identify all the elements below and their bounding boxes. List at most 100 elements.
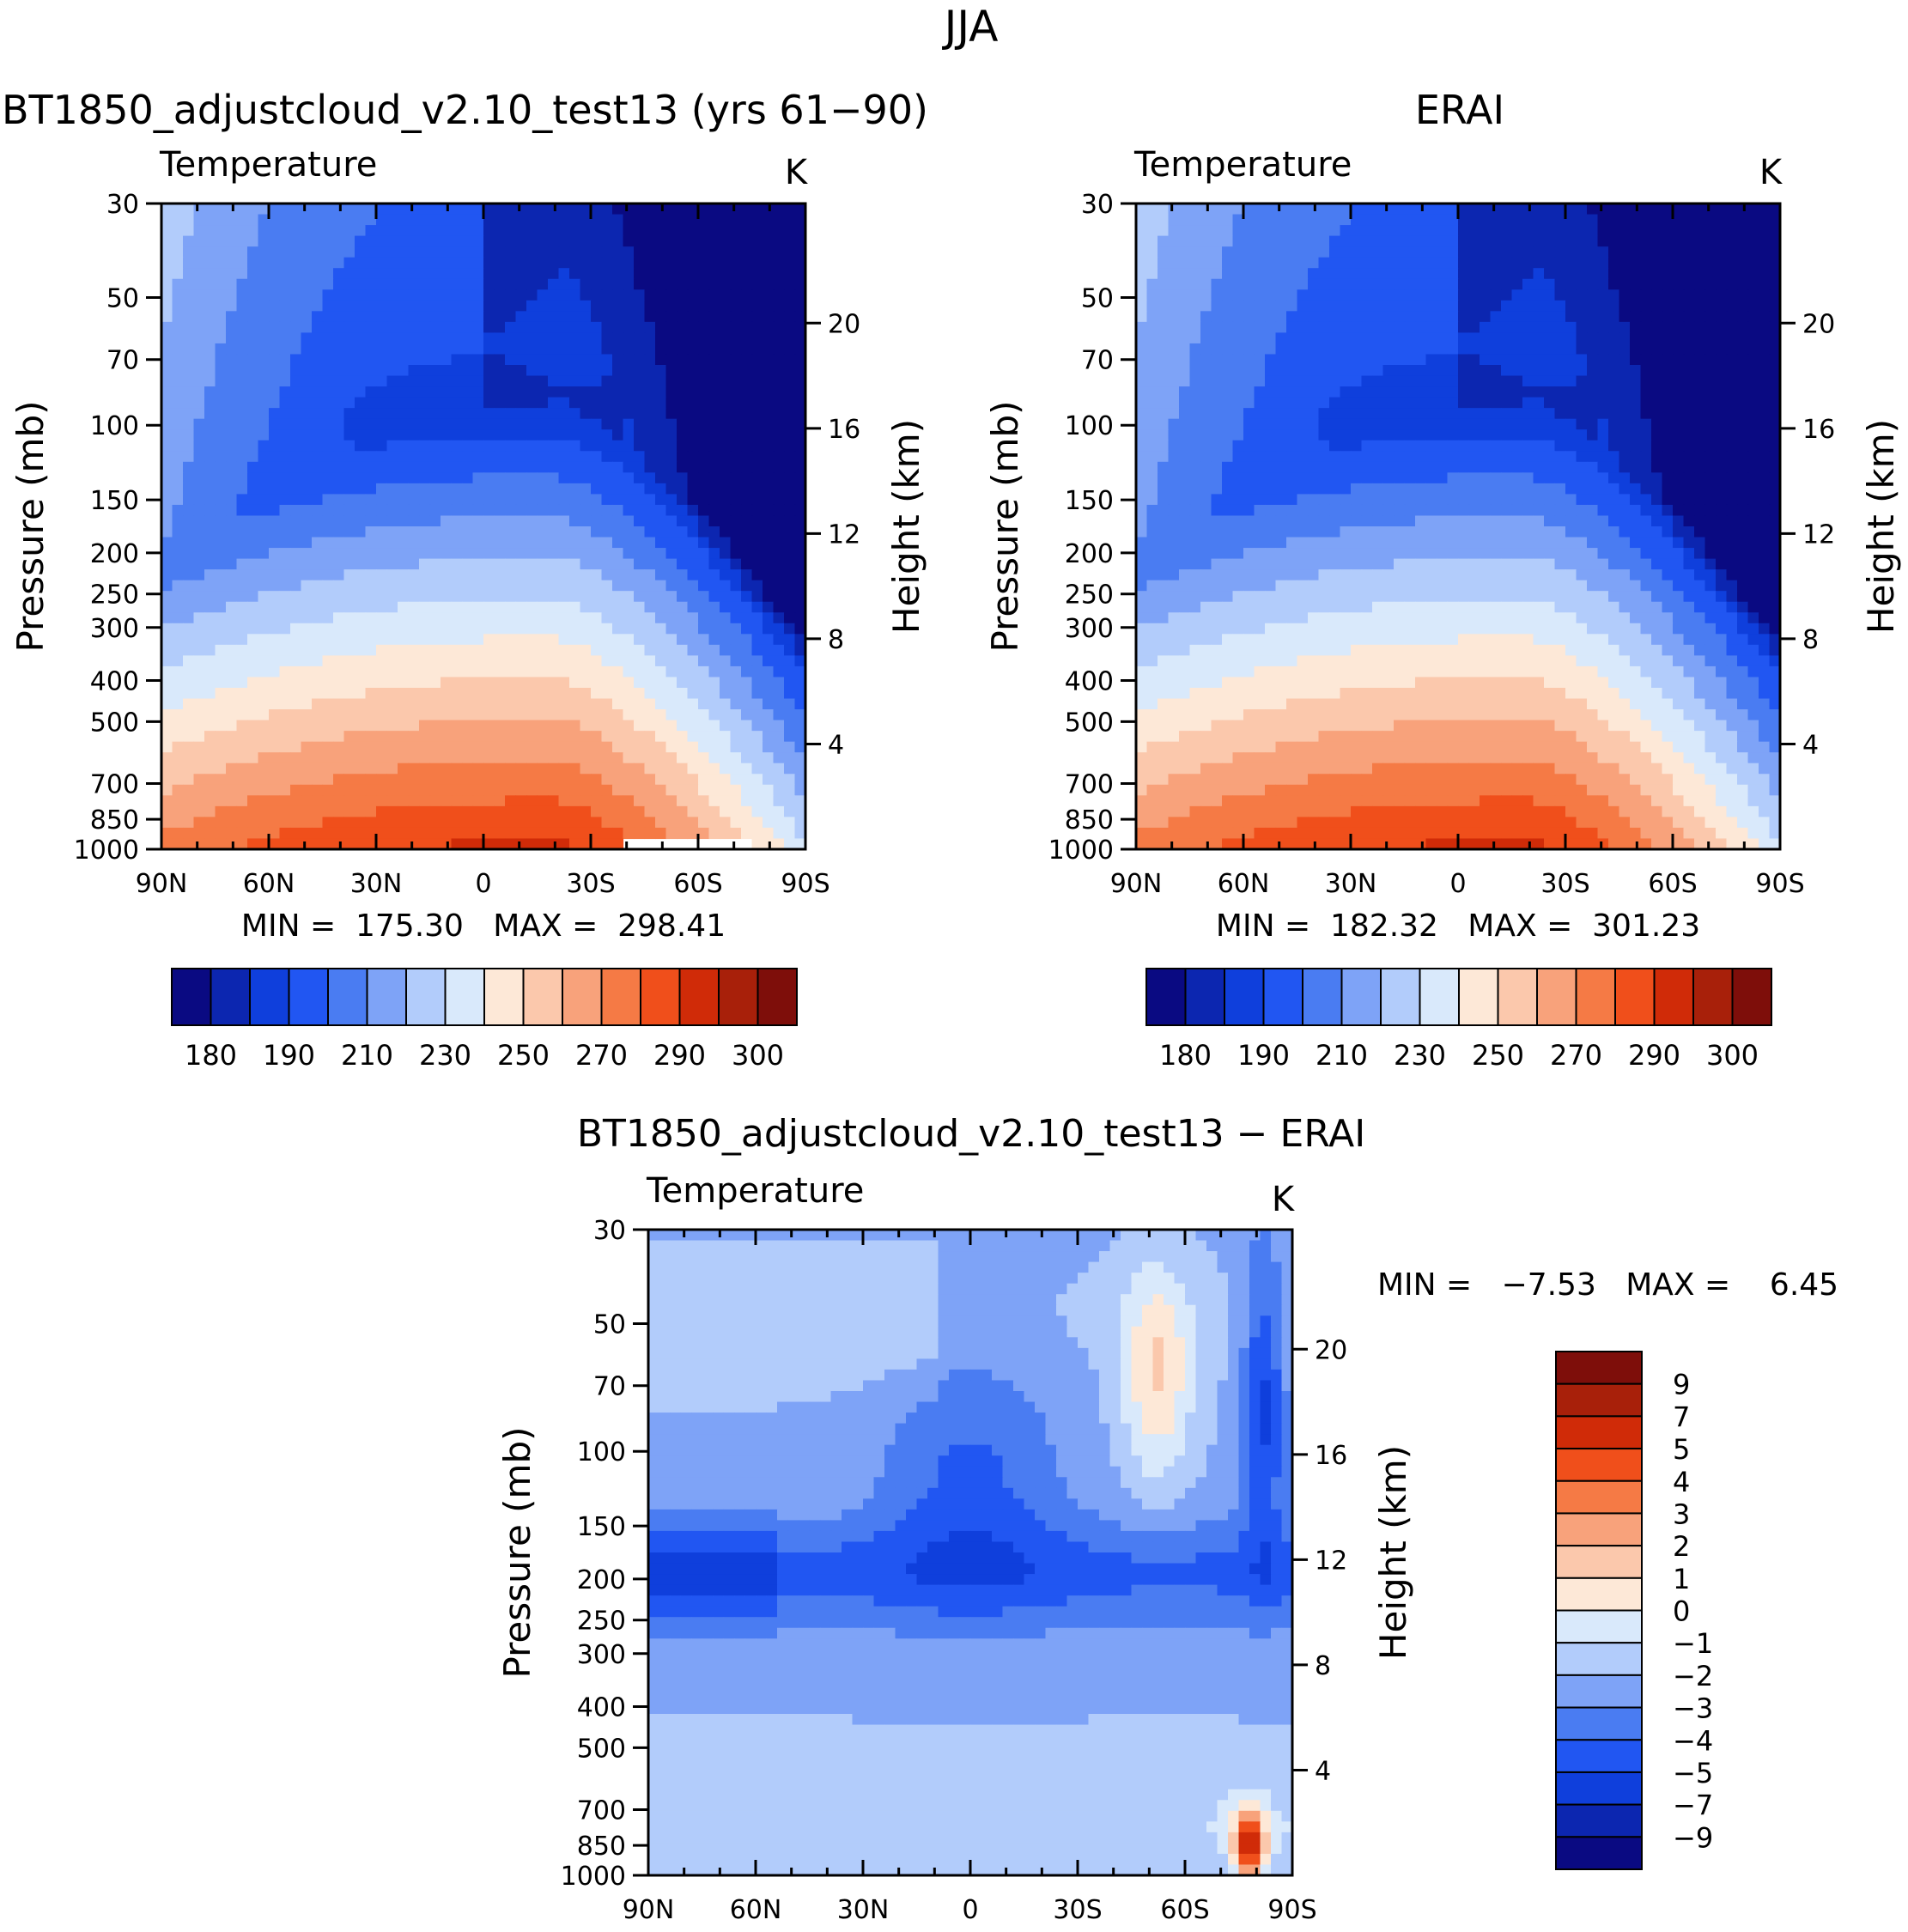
contour-cell: [183, 321, 195, 333]
contour-cell: [355, 354, 367, 366]
contour-cell: [247, 504, 259, 517]
contour-cell: [730, 558, 742, 570]
contour-cell: [312, 204, 324, 216]
contour-cell: [1168, 214, 1180, 226]
contour-cell: [558, 655, 570, 667]
contour-cell: [741, 214, 753, 226]
contour-cell: [472, 548, 484, 560]
contour-cell: [741, 741, 753, 753]
contour-cell: [644, 214, 656, 226]
contour-cell: [1468, 278, 1480, 290]
contour-cell: [279, 429, 291, 441]
contour-cell: [1179, 235, 1191, 247]
contour-cell: [193, 526, 205, 538]
contour-cell: [386, 440, 398, 452]
contour-cell: [398, 204, 410, 216]
contour-cell: [1189, 214, 1201, 226]
contour-cell: [720, 386, 732, 398]
contour-cell: [236, 720, 248, 732]
contour-cell: [1318, 408, 1330, 420]
contour-cell: [215, 321, 227, 333]
contour-cell: [1716, 408, 1728, 420]
contour-cell: [655, 580, 667, 592]
contour-cell: [301, 623, 313, 635]
contour-cell: [343, 795, 355, 807]
contour-cell: [1501, 278, 1513, 290]
contour-cell: [419, 688, 431, 700]
contour-cell: [279, 375, 291, 387]
contour-cell: [204, 246, 216, 258]
contour-cell: [258, 321, 270, 333]
contour-cell: [386, 838, 398, 849]
contour-cell: [451, 289, 463, 301]
contour-cell: [526, 720, 538, 732]
contour-cell: [226, 268, 238, 280]
contour-cell: [1480, 257, 1492, 269]
contour-cell: [623, 795, 635, 807]
contour-cell: [1565, 225, 1577, 237]
contour-cell: [1737, 214, 1749, 226]
contour-cell: [1394, 386, 1406, 398]
contour-cell: [1458, 214, 1470, 226]
contour-cell: [483, 418, 495, 430]
contour-cell: [1382, 204, 1395, 216]
contour-cell: [408, 204, 420, 216]
contour-cell: [236, 838, 248, 849]
contour-cell: [376, 817, 388, 829]
contour-cell: [591, 644, 603, 656]
contour-cell: [1468, 246, 1480, 258]
contour-cell: [687, 343, 699, 355]
contour-cell: [601, 515, 613, 527]
contour-cell: [1480, 321, 1492, 333]
contour-cell: [441, 332, 453, 344]
contour-cell: [1522, 354, 1534, 366]
contour-cell: [677, 634, 689, 646]
contour-cell: [1372, 332, 1384, 344]
contour-cell: [1340, 332, 1352, 344]
contour-cell: [537, 548, 549, 560]
contour-cell: [1308, 332, 1320, 344]
contour-cell: [290, 601, 302, 613]
contour-cell: [1179, 386, 1191, 398]
contour-cell: [301, 634, 313, 646]
contour-cell: [472, 354, 484, 366]
contour-cell: [1673, 418, 1685, 430]
contour-cell: [505, 257, 517, 269]
contour-cell: [1704, 235, 1717, 247]
contour-cell: [451, 300, 463, 312]
contour-cell: [494, 472, 506, 484]
contour-cell: [623, 235, 635, 247]
contour-cell: [365, 838, 377, 849]
contour-cell: [730, 644, 742, 656]
contour-cell: [1490, 204, 1502, 216]
contour-cell: [1522, 246, 1534, 258]
contour-cell: [215, 817, 227, 829]
contour-cell: [526, 408, 538, 420]
contour-cell: [634, 601, 646, 613]
contour-cell: [1630, 375, 1642, 387]
contour-cell: [1447, 225, 1459, 237]
contour-cell: [1329, 235, 1341, 247]
contour-cell: [655, 709, 667, 721]
contour-cell: [601, 741, 613, 753]
contour-cell: [494, 677, 506, 689]
contour-cell: [333, 569, 345, 581]
contour-cell: [1683, 257, 1695, 269]
contour-cell: [1329, 311, 1341, 323]
contour-cell: [236, 548, 248, 560]
contour-cell: [1769, 257, 1780, 269]
contour-cell: [612, 634, 624, 646]
contour-cell: [494, 418, 506, 430]
contour-cell: [258, 752, 270, 764]
contour-cell: [644, 537, 656, 549]
contour-cell: [1759, 311, 1771, 323]
contour-cell: [172, 332, 184, 344]
contour-cell: [1511, 365, 1523, 377]
contour-cell: [741, 365, 753, 377]
contour-cell: [419, 278, 431, 290]
contour-cell: [548, 386, 560, 398]
contour-cell: [172, 451, 184, 463]
contour-cell: [537, 494, 549, 506]
contour-cell: [322, 461, 334, 473]
contour-cell: [355, 300, 367, 312]
